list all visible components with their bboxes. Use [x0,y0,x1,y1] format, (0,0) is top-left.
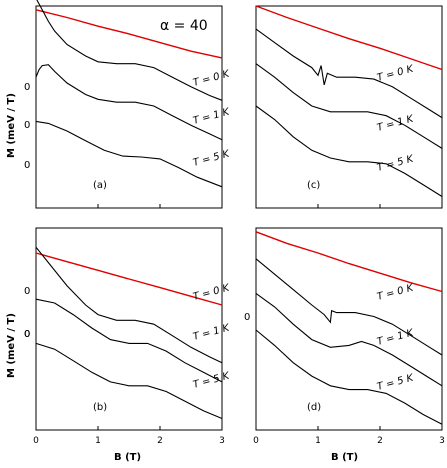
series-label: T = 0 K [376,63,416,84]
series-line [255,258,443,356]
series-label: T = 5 K [192,370,232,391]
series-label: T = 0 K [192,68,232,89]
series-line [255,63,443,149]
series-line [35,246,223,364]
series-line [35,64,223,141]
x-axis-label-left: B (T) [114,452,142,463]
series-line-red [35,9,223,59]
y-axis-label-bottom: M (meV / T) [6,313,17,378]
series-line [35,298,223,383]
series-line [255,28,443,119]
x-tick-label: 3 [439,436,445,446]
series-label: T = 1 K [376,113,416,134]
series-line [36,0,223,101]
series-line [255,105,443,197]
series-line [255,329,443,425]
series-line [255,292,443,387]
y-zero-label: 0 [24,329,30,340]
x-tick-label: 2 [157,436,163,446]
x-tick-label: 3 [219,436,225,446]
series-label: T = 0 K [192,282,232,303]
series-line-red [35,252,223,306]
panel-label: (a) [93,180,107,191]
x-tick-label: 1 [95,436,101,446]
y-zero-label: 0 [24,286,30,297]
series-line-red [255,5,443,71]
panel-frame [255,5,443,209]
series-line [35,342,223,420]
x-tick-label: 1 [315,436,321,446]
panel-frame [35,227,223,431]
series-label: T = 1 K [192,106,232,127]
alpha-annotation: α = 40 [160,18,208,34]
series-line-red [255,231,443,293]
panel-frame [255,227,443,431]
series-label: T = 5 K [192,148,232,169]
x-tick-label: 0 [33,436,39,446]
panel-frame [35,5,223,209]
y-zero-label: 0 [244,312,250,323]
series-label: T = 0 K [376,282,416,303]
panel-label: (c) [307,180,320,191]
y-axis-label-top: M (meV / T) [6,93,17,158]
series-label: T = 5 K [376,372,416,393]
series-label: T = 5 K [376,153,416,174]
panel-label: (d) [307,402,321,413]
series-label: T = 1 K [192,322,232,343]
y-zero-label: 0 [24,82,30,93]
series-line [35,120,223,188]
series-label: T = 1 K [376,327,416,348]
y-zero-label: 0 [24,329,30,340]
y-zero-label: 0 [24,160,30,171]
panel-label: (b) [93,402,107,413]
y-zero-label: 0 [24,120,30,131]
x-tick-label: 0 [253,436,259,446]
x-axis-label-right: B (T) [331,452,359,463]
x-tick-label: 2 [377,436,383,446]
